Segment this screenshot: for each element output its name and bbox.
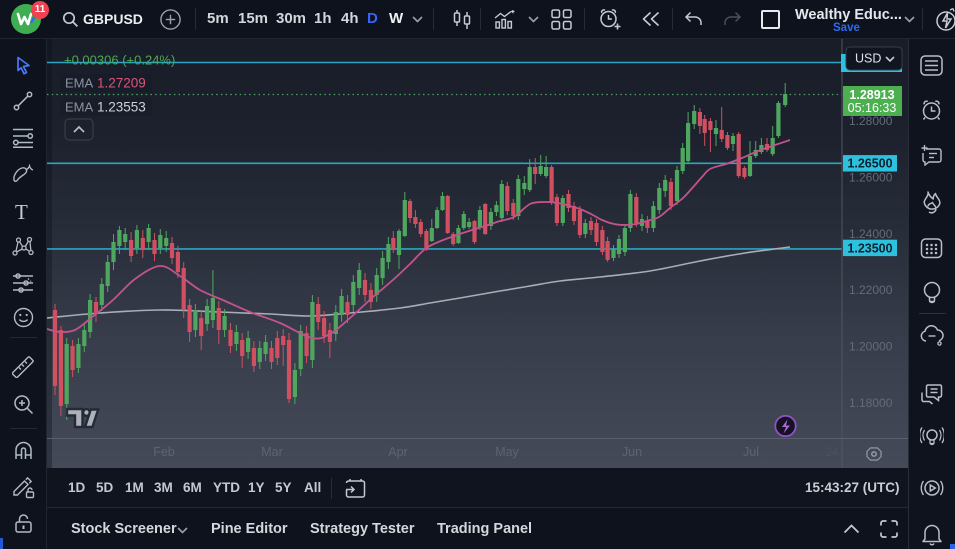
svg-text:Apr: Apr — [388, 445, 407, 459]
svg-text:Jun: Jun — [622, 445, 642, 459]
svg-text:1.23500: 1.23500 — [847, 241, 892, 255]
svg-text:1.20000: 1.20000 — [849, 340, 893, 354]
svg-text:1.22000: 1.22000 — [849, 283, 893, 297]
svg-text:1.28000: 1.28000 — [849, 114, 893, 128]
svg-text:USD: USD — [855, 52, 881, 66]
svg-text:+0.00306 (+0.24%): +0.00306 (+0.24%) — [64, 53, 175, 68]
svg-text:Mar: Mar — [261, 445, 283, 459]
svg-text:1.27209: 1.27209 — [97, 76, 146, 91]
svg-text:EMA: EMA — [65, 100, 94, 115]
svg-text:Jul: Jul — [743, 445, 759, 459]
svg-text:24: 24 — [825, 445, 839, 459]
svg-text:1.26500: 1.26500 — [847, 157, 892, 171]
svg-text:1.26000: 1.26000 — [849, 170, 893, 184]
svg-text:1.28913: 1.28913 — [849, 88, 894, 102]
svg-text:EMA: EMA — [65, 76, 94, 91]
svg-text:1.23553: 1.23553 — [97, 100, 146, 115]
svg-text:1.24000: 1.24000 — [849, 227, 893, 241]
svg-text:Feb: Feb — [153, 445, 175, 459]
svg-text:May: May — [495, 445, 519, 459]
svg-text:05:16:33: 05:16:33 — [848, 101, 897, 115]
svg-text:1.18000: 1.18000 — [849, 396, 893, 410]
